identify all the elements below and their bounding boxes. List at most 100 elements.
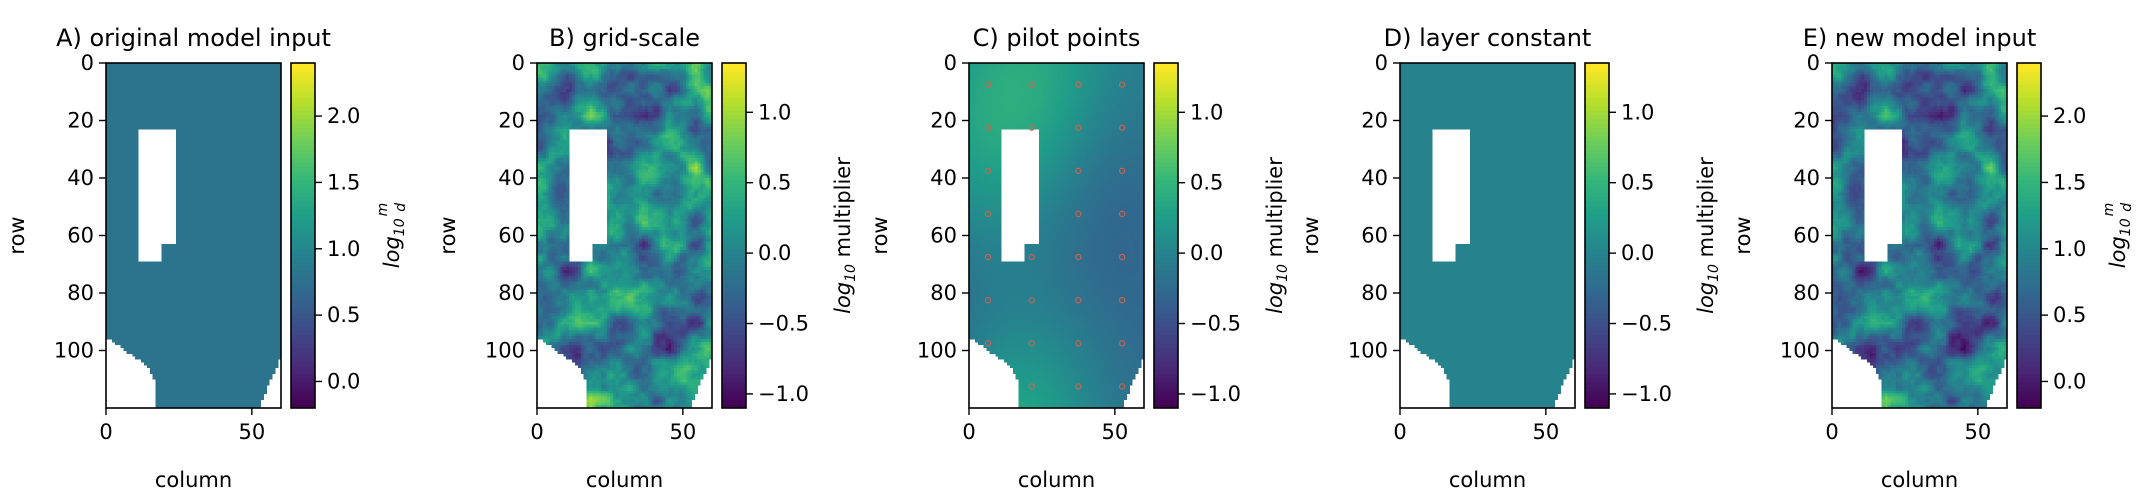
cell [123, 114, 127, 119]
cell [181, 120, 186, 124]
cell [117, 172, 121, 176]
cell [205, 281, 209, 285]
cell [120, 192, 124, 196]
cell [149, 103, 154, 107]
cell [202, 109, 206, 113]
cell [132, 258, 136, 262]
cell [120, 63, 124, 67]
cell [231, 215, 235, 219]
cell [111, 109, 116, 113]
cell [213, 295, 218, 300]
cell [266, 183, 270, 188]
cell [237, 293, 241, 297]
cell [120, 206, 124, 211]
cell [184, 229, 189, 234]
cell [108, 146, 113, 150]
cell [225, 155, 229, 159]
cell [202, 129, 206, 133]
cell [202, 295, 206, 300]
cell [126, 163, 130, 167]
cell [178, 224, 183, 228]
cell [275, 318, 279, 323]
cell [158, 80, 162, 84]
cell [260, 97, 264, 101]
cell [278, 123, 282, 127]
cell [190, 103, 194, 107]
cell [108, 195, 113, 199]
cell [178, 83, 183, 87]
cell [114, 313, 119, 317]
cell [193, 114, 197, 119]
cell [272, 129, 276, 133]
cell [117, 71, 121, 75]
cell [132, 298, 136, 303]
cell [272, 169, 276, 173]
cell [117, 129, 121, 133]
cell [158, 284, 162, 288]
cell [278, 270, 282, 274]
cell [199, 270, 203, 274]
cell [260, 192, 264, 196]
cell [120, 232, 124, 236]
cell [219, 249, 224, 254]
cell [135, 111, 139, 116]
cell [135, 126, 139, 130]
cell [266, 97, 270, 101]
cell [135, 97, 139, 101]
cell [278, 206, 282, 211]
cell [263, 65, 267, 70]
cell [111, 172, 116, 176]
cell [208, 157, 212, 162]
cell [257, 295, 261, 300]
cell [213, 324, 218, 328]
cell [269, 206, 273, 211]
cell [231, 97, 235, 101]
cell [117, 149, 121, 153]
cell [114, 186, 119, 190]
cell [108, 77, 113, 81]
cell [254, 77, 259, 81]
cell [225, 272, 229, 277]
cell [246, 65, 250, 70]
cell [275, 74, 279, 78]
cell [181, 215, 186, 219]
cell [243, 290, 247, 294]
cell [202, 318, 206, 323]
cell [222, 91, 226, 96]
cell [111, 195, 116, 199]
cell [173, 126, 177, 130]
cell [205, 232, 209, 236]
cell [135, 103, 139, 107]
cell [117, 83, 121, 87]
cell [257, 192, 261, 196]
cell [196, 324, 200, 328]
cell [173, 83, 177, 87]
cell [108, 327, 113, 331]
cell [272, 293, 276, 297]
cell [199, 310, 203, 314]
cell [149, 77, 154, 81]
cell [106, 247, 110, 251]
cell [275, 247, 279, 251]
cell [193, 298, 197, 303]
cell [251, 304, 256, 308]
cell [248, 100, 253, 104]
cell [269, 152, 273, 156]
cell [114, 321, 119, 326]
cell [202, 149, 206, 153]
cell [272, 97, 276, 101]
cell [190, 244, 194, 248]
cell [222, 195, 226, 199]
cell [193, 203, 197, 208]
cell [123, 160, 127, 165]
cell [199, 192, 203, 196]
cell [246, 83, 250, 87]
cell [269, 247, 273, 251]
cell [278, 149, 282, 153]
cell [225, 249, 229, 254]
cell [231, 229, 235, 234]
cell [161, 290, 165, 294]
cell [181, 180, 186, 185]
cell [106, 152, 110, 156]
cell [240, 318, 244, 323]
